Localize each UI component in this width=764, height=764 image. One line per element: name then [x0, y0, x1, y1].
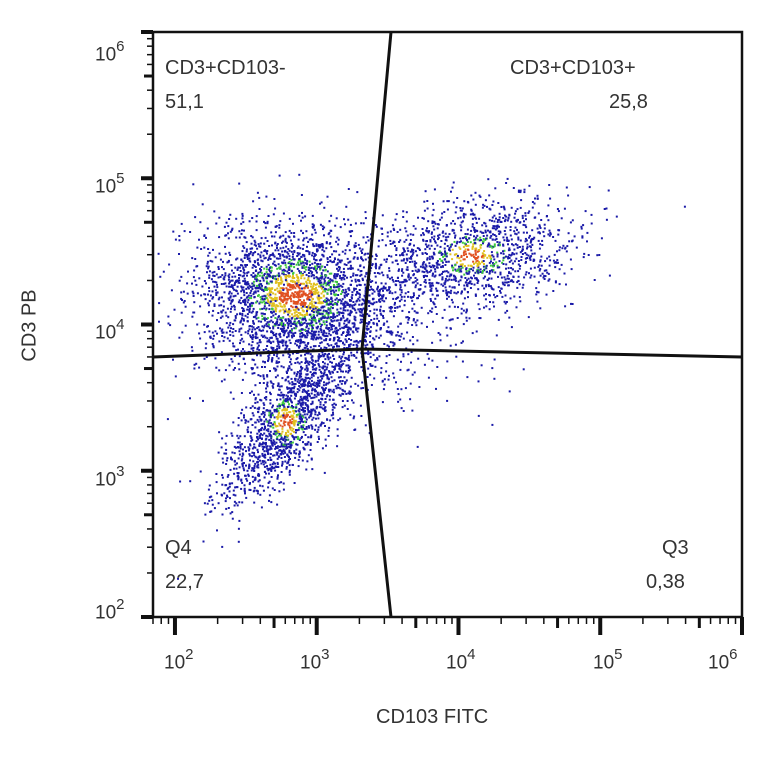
gate-horizontal-line[interactable] — [152, 347, 743, 359]
y-axis-title: CD3 PB — [18, 289, 41, 362]
quadrant-ul-percent: 51,1 — [165, 91, 204, 113]
x-tick-label: 106 — [708, 646, 738, 674]
quadrant-ur-percent: 25,8 — [609, 91, 648, 113]
quadrant-ul-name: CD3+CD103- — [165, 57, 286, 79]
quadrant-ll-name: Q4 — [165, 537, 192, 559]
plot-frame — [151, 30, 744, 619]
x-tick-label: 102 — [164, 646, 194, 674]
event-dots — [157, 173, 686, 580]
y-tick-label: 106 — [95, 38, 125, 66]
y-axis-ticks — [141, 30, 153, 619]
y-tick-label: 102 — [95, 596, 125, 624]
x-tick-label: 105 — [593, 646, 623, 674]
quadrant-gate[interactable] — [152, 31, 743, 618]
y-tick-label: 105 — [95, 170, 125, 198]
x-axis-title: CD103 FITC — [376, 706, 489, 728]
quadrant-lr-name: Q3 — [662, 537, 689, 559]
y-tick-label: 104 — [95, 316, 125, 344]
x-tick-label: 103 — [300, 646, 330, 674]
x-tick-label: 104 — [446, 646, 476, 674]
y-tick-label: 103 — [95, 463, 125, 491]
x-axis-ticks — [152, 617, 744, 635]
quadrant-ur-name: CD3+CD103+ — [510, 57, 636, 79]
quadrant-lr-percent: 0,38 — [646, 571, 685, 593]
quadrant-ll-percent: 22,7 — [165, 571, 204, 593]
